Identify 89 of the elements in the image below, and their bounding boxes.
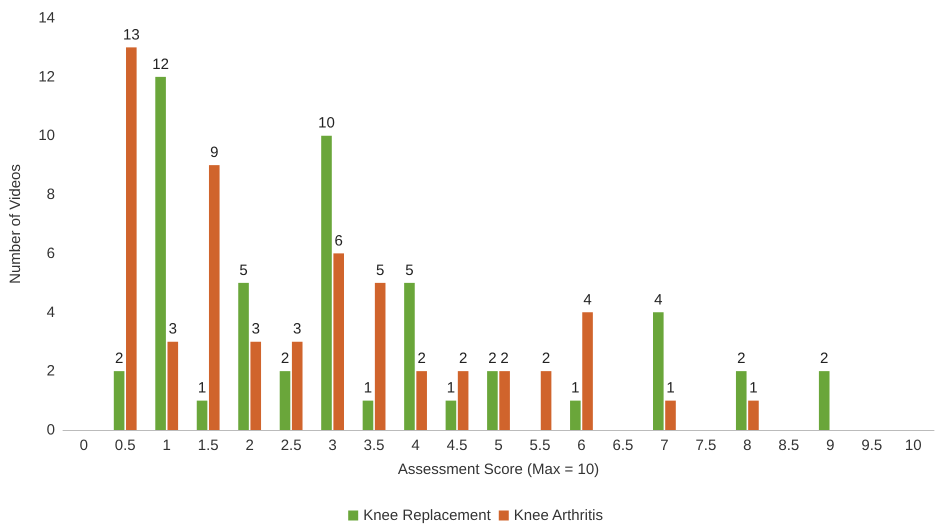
bar	[155, 76, 166, 430]
data-label: 10	[318, 114, 335, 132]
bar	[114, 371, 124, 430]
data-label: 5	[239, 262, 248, 279]
y-tick-label: 10	[38, 127, 55, 144]
bar	[487, 371, 498, 430]
x-tick-label: 5	[494, 437, 503, 454]
x-axis-title: Assessment Score (Max = 10)	[398, 461, 600, 478]
y-axis-title: Number of Videos	[7, 164, 24, 284]
x-tick-label: 4.5	[446, 437, 468, 454]
x-tick-label: 2.5	[280, 437, 302, 454]
bar	[321, 136, 332, 430]
bar	[582, 312, 593, 430]
x-tick-label: 5.5	[530, 437, 550, 454]
y-tick-label: 0	[46, 422, 55, 438]
data-label: 1	[666, 380, 675, 397]
bar	[416, 371, 427, 430]
x-tick-label: 1.5	[198, 437, 219, 454]
bar	[748, 400, 759, 430]
data-label: 2	[488, 350, 497, 368]
bar	[208, 165, 220, 430]
data-label: 5	[405, 262, 414, 279]
data-label: 2	[500, 350, 509, 368]
data-label: 1	[198, 380, 206, 397]
bar	[250, 342, 262, 430]
y-tick-label: 14	[38, 10, 55, 26]
data-label: 3	[252, 320, 260, 338]
y-tick-label: 2	[46, 362, 55, 380]
x-tick-label: 3.5	[364, 437, 384, 454]
x-tick-label: 9	[826, 437, 834, 454]
bar	[404, 282, 415, 430]
x-tick-label: 8	[743, 437, 752, 454]
legend-label: Knee Arthritis	[514, 507, 603, 524]
bar	[446, 400, 456, 430]
data-label: 2	[114, 350, 124, 368]
y-tick-label: 12	[38, 68, 55, 86]
y-tick-label: 4	[46, 304, 55, 321]
bar	[818, 371, 830, 430]
x-tick-label: 3	[328, 437, 337, 454]
data-label: 3	[168, 320, 177, 338]
x-tick-label: 9.5	[861, 437, 882, 454]
data-label: 1	[571, 380, 580, 397]
bar	[126, 47, 137, 430]
bar	[499, 371, 510, 430]
data-label: 2	[737, 350, 746, 368]
bar	[653, 312, 664, 430]
bar	[570, 400, 581, 430]
x-tick-label: 1	[162, 437, 171, 454]
x-tick-label: 7	[660, 437, 669, 454]
legend-label: Knee Replacement	[363, 507, 492, 524]
data-label: 2	[417, 350, 426, 368]
x-tick-label: 8.5	[778, 437, 800, 454]
y-tick-label: 8	[46, 186, 55, 204]
data-label: 2	[542, 350, 550, 368]
data-label: 5	[376, 262, 384, 279]
x-tick-label: 2	[245, 437, 254, 454]
bar	[665, 400, 676, 430]
data-label: 3	[293, 320, 302, 338]
x-tick-label: 4	[411, 437, 420, 454]
bar	[458, 371, 468, 430]
bar	[292, 342, 303, 430]
bar	[362, 400, 374, 430]
data-label: 4	[583, 291, 592, 308]
data-label: 1	[364, 380, 372, 397]
x-tick-label: 10	[904, 437, 922, 454]
bar	[280, 371, 290, 430]
bar	[167, 342, 178, 430]
bar	[540, 371, 552, 430]
y-tick-label: 6	[46, 244, 55, 262]
bar	[736, 371, 747, 430]
data-label: 1	[749, 380, 758, 397]
data-label: 12	[152, 56, 169, 73]
x-tick-label: 6.5	[612, 437, 634, 454]
data-label: 2	[820, 350, 828, 368]
data-label: 2	[458, 350, 468, 368]
data-label: 6	[334, 232, 343, 250]
bar	[196, 400, 208, 430]
bar	[333, 253, 344, 430]
x-tick-label: 7.5	[695, 437, 716, 454]
x-tick-label: 6	[577, 437, 586, 454]
bar	[238, 282, 249, 430]
data-label: 1	[446, 380, 456, 397]
data-label: 9	[210, 144, 218, 162]
data-label: 13	[122, 26, 140, 44]
data-label: 2	[280, 350, 290, 368]
x-tick-label: 0.5	[114, 437, 136, 454]
x-tick-label: 0	[80, 437, 88, 454]
bar	[374, 282, 386, 430]
data-label: 4	[654, 291, 662, 308]
